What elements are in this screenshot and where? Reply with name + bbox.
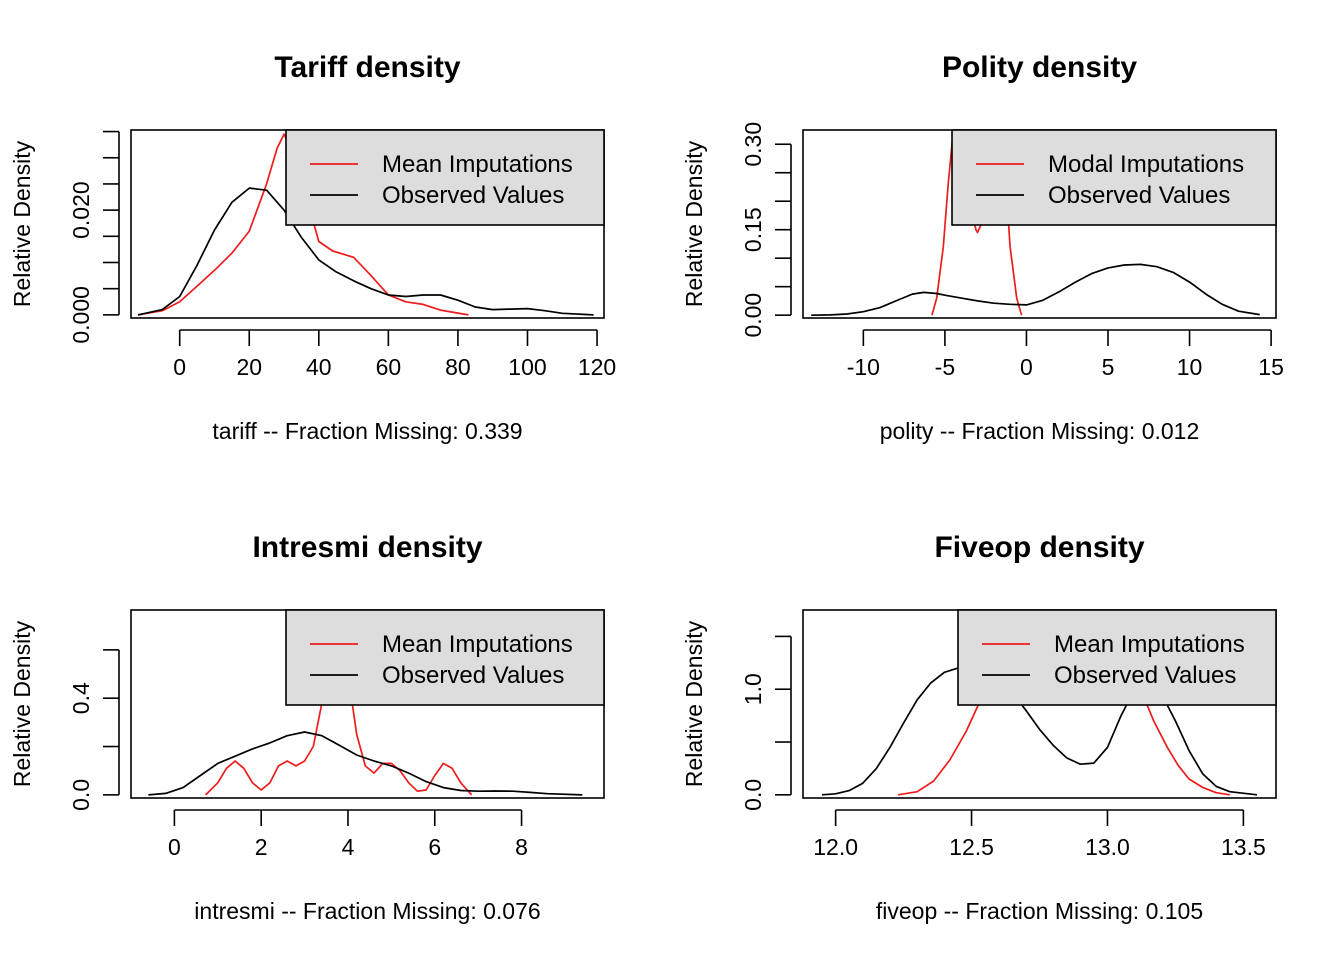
x-tick-label: 5: [1102, 354, 1115, 380]
x-axis-label: intresmi -- Fraction Missing: 0.076: [194, 898, 540, 924]
legend-box: [285, 129, 605, 226]
legend-box: [951, 129, 1277, 226]
y-axis-label: Relative Density: [9, 620, 35, 787]
x-tick-label: 12.5: [949, 834, 994, 860]
legend-label: Mean Imputations: [1054, 631, 1245, 658]
legend-box: [957, 609, 1277, 706]
y-tick-label: 0.000: [68, 286, 94, 344]
legend-box: [285, 609, 605, 706]
chart-panel-1: Tariff density 0 20 40 60 80 100 120 0.000 0.020 t…: [9, 51, 616, 444]
y-tick-label: 0.0: [68, 779, 94, 811]
x-tick-label: 12.0: [813, 834, 858, 860]
observed-density-line: [148, 731, 583, 796]
y-tick-label: 0.00: [740, 293, 766, 338]
x-tick-label: 0: [1020, 354, 1033, 380]
chart-title: Polity density: [942, 51, 1137, 84]
observed-density-line: [811, 263, 1260, 317]
x-tick-label: 13.5: [1221, 834, 1266, 860]
legend: Mean Imputations Observed Values: [957, 609, 1277, 706]
x-tick-label: 10: [1177, 354, 1203, 380]
x-axis-label: polity -- Fraction Missing: 0.012: [880, 418, 1200, 444]
x-tick-label: 0: [173, 354, 186, 380]
chart-title: Fiveop density: [934, 531, 1144, 564]
chart-panel-2: Polity density -10 -5 0 5 10 15 0.00 0.15 0.30 pol…: [681, 51, 1284, 444]
x-tick-label: 2: [255, 834, 268, 860]
legend-label: Observed Values: [382, 662, 564, 689]
chart-panel-3: Intresmi density 0 2 4 6 8 0.0 0.4 intresmi -- F…: [9, 531, 605, 924]
y-axis-label: Relative Density: [681, 140, 707, 307]
observed-density-line: [821, 665, 1258, 796]
y-tick-label: 0.15: [740, 207, 766, 252]
x-tick-label: -10: [847, 354, 880, 380]
chart-panel-4: Fiveop density 12.0 12.5 13.0 13.5 0.0 1.0 five…: [681, 531, 1277, 924]
y-tick-label: 0.0: [740, 779, 766, 811]
x-tick-label: 40: [306, 354, 332, 380]
y-tick-label: 1.0: [740, 673, 766, 705]
x-tick-label: 8: [515, 834, 528, 860]
y-tick-label: 0.30: [740, 122, 766, 167]
x-tick-label: -5: [935, 354, 955, 380]
x-tick-label: 100: [508, 354, 546, 380]
legend-label: Modal Imputations: [1048, 151, 1244, 178]
x-axis-label: tariff -- Fraction Missing: 0.339: [212, 418, 522, 444]
x-tick-label: 6: [428, 834, 441, 860]
x-tick-label: 80: [445, 354, 471, 380]
legend: Mean Imputations Observed Values: [285, 129, 605, 226]
chart-title: Intresmi density: [252, 531, 482, 564]
x-tick-label: 13.0: [1085, 834, 1130, 860]
observed-density-line: [137, 187, 594, 316]
y-axis-label: Relative Density: [9, 140, 35, 307]
legend-label: Mean Imputations: [382, 631, 573, 658]
legend-label: Mean Imputations: [382, 151, 573, 178]
legend-label: Observed Values: [382, 182, 564, 209]
x-tick-label: 120: [578, 354, 616, 380]
legend: Modal Imputations Observed Values: [951, 129, 1277, 226]
y-axis-label: Relative Density: [681, 620, 707, 787]
x-tick-label: 60: [376, 354, 402, 380]
x-axis-label: fiveop -- Fraction Missing: 0.105: [876, 898, 1203, 924]
x-tick-label: 4: [342, 834, 355, 860]
x-tick-label: 0: [168, 834, 181, 860]
legend-label: Observed Values: [1048, 182, 1230, 209]
x-tick-label: 15: [1258, 354, 1284, 380]
x-tick-label: 20: [236, 354, 262, 380]
legend: Mean Imputations Observed Values: [285, 609, 605, 706]
y-tick-label: 0.020: [68, 181, 94, 239]
y-tick-label: 0.4: [68, 682, 94, 714]
chart-title: Tariff density: [274, 51, 460, 84]
legend-label: Observed Values: [1054, 662, 1236, 689]
